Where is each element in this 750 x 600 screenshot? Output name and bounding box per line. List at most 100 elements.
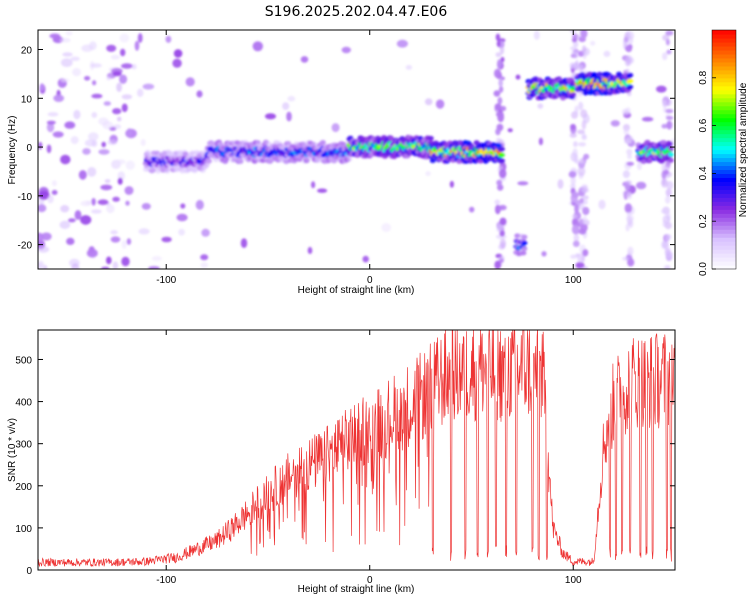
spectrogram-cell — [666, 141, 673, 147]
spectrogram-cell — [195, 199, 204, 210]
spectrogram-cell — [119, 33, 130, 43]
spectrogram-cell — [178, 228, 186, 236]
spectrogram-cell — [70, 56, 80, 61]
spectrogram-cell — [172, 58, 182, 68]
colorbar-strip — [712, 145, 736, 151]
spectrogram-cell — [311, 181, 316, 189]
spectrogram-cell — [64, 121, 76, 129]
colorbar-strip — [712, 101, 736, 107]
spectrogram-cell — [112, 196, 120, 202]
colorbar-strip — [712, 69, 736, 75]
spectrogram-cell — [578, 142, 587, 147]
colorbar-gradient — [712, 30, 736, 270]
spectrogram-cell — [43, 264, 48, 269]
spectrogram-cell — [73, 109, 81, 120]
spectrogram-cell — [661, 177, 667, 186]
colorbar-strip — [712, 201, 736, 206]
colorbar-strip — [712, 121, 736, 127]
spectrogram-y-tick-label: 20 — [21, 46, 33, 57]
spectrogram-cell — [106, 204, 115, 214]
colorbar-strip — [712, 37, 736, 43]
spectrogram-cell — [161, 236, 172, 243]
colorbar-strip — [712, 241, 736, 246]
spectrogram-cell — [665, 233, 670, 242]
colorbar-frame — [711, 29, 737, 270]
colorbar-strip — [712, 209, 736, 214]
colorbar-strip — [712, 221, 736, 226]
spectrogram-cell — [51, 190, 58, 195]
spectrogram-cell — [569, 132, 577, 138]
spectrogram-cell — [572, 148, 578, 158]
spectrogram-cell — [538, 137, 544, 146]
snr-x-tick-label: -100 — [156, 575, 176, 586]
spectrogram-cell — [571, 37, 578, 43]
spectrogram-cell — [388, 135, 395, 141]
spectrogram-cell — [496, 224, 503, 233]
spectrogram-cell — [626, 192, 633, 200]
spectrogram-cell — [496, 40, 501, 47]
spectrogram-cell — [571, 214, 578, 219]
snr-y-tick-label: 400 — [15, 398, 32, 409]
spectrogram-cell — [582, 249, 589, 257]
spectrogram-cell — [498, 77, 503, 88]
spectrogram-cell — [627, 31, 635, 40]
colorbar-strip — [712, 233, 736, 238]
colorbar-strip — [712, 81, 736, 87]
spectrogram-cell — [140, 139, 146, 146]
spectrogram-cell — [91, 198, 96, 206]
spectrogram-cell — [625, 223, 630, 232]
spectrogram-cell — [88, 132, 99, 141]
spectrogram-cell — [62, 52, 73, 57]
spectrogram-cell — [660, 208, 668, 214]
spectrogram-cell — [624, 139, 632, 145]
spectrogram-cell — [521, 240, 528, 246]
spectrogram-cell — [626, 161, 635, 166]
spectrogram-cell — [112, 108, 122, 115]
spectrogram-cell — [142, 83, 155, 90]
colorbar-strip — [712, 93, 736, 99]
spectrogram-cell — [499, 238, 506, 249]
spectrogram-cell — [304, 157, 311, 163]
spectrogram-cell — [381, 223, 392, 232]
spectrogram-cell — [137, 33, 143, 43]
spectrogram-cell — [287, 95, 296, 102]
spectrogram-cell — [469, 206, 475, 213]
spectrogram-cell — [626, 215, 634, 222]
spectrogram-cell — [496, 59, 502, 70]
spectrogram-cell — [101, 266, 110, 269]
spectrogram-cell — [579, 228, 587, 235]
spectrogram-cell — [319, 140, 326, 145]
spectrogram-cell — [141, 203, 151, 210]
spectrogram-cell — [138, 228, 150, 235]
spectrogram-cell — [396, 39, 408, 48]
colorbar-strip — [712, 189, 736, 194]
spectrogram-cell — [602, 90, 609, 96]
spectrogram-cell — [627, 84, 634, 90]
spectrogram-cell — [90, 63, 102, 68]
spectrogram-cell — [449, 180, 454, 188]
snr-y-tick-label: 0 — [26, 566, 32, 577]
spectrogram-cell — [627, 154, 632, 160]
spectrogram-cell — [570, 254, 577, 259]
spectrogram-cell — [144, 149, 151, 155]
spectrogram-cell — [582, 215, 588, 225]
spectrogram-cell — [533, 30, 540, 40]
spectrogram-cell — [537, 103, 544, 109]
spectrogram-cell — [101, 141, 106, 148]
spectrogram-cell — [164, 168, 171, 174]
colorbar: 0.0 0.2 0.4 0.6 0.8 Normalized spectral ampl… — [698, 29, 749, 276]
colorbar-strip — [712, 117, 736, 123]
spectrogram-cell — [38, 232, 44, 242]
spectrogram-cell — [72, 68, 82, 77]
spectrogram-cell — [574, 204, 579, 214]
spectrogram-cell — [666, 120, 673, 130]
snr-y-ticks: 0 100 200 300 400 500 — [15, 355, 675, 577]
spectrogram-cell — [124, 186, 134, 195]
spectrogram-cell — [495, 52, 502, 58]
spectrogram-cell — [51, 180, 57, 187]
spectrogram-cell — [663, 169, 669, 175]
spectrogram-y-axis-label: Frequency (Hz) — [7, 116, 18, 185]
spectrogram-cell — [46, 120, 56, 125]
spectrogram-cell — [627, 246, 634, 256]
spectrogram-cell — [667, 158, 674, 163]
